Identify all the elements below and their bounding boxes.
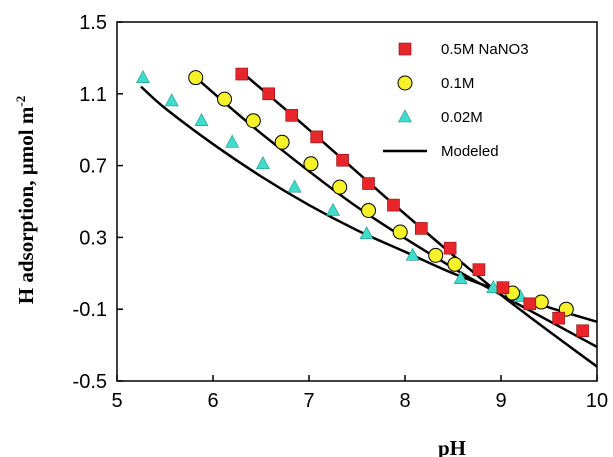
- legend-marker: [397, 109, 413, 123]
- data-point-triangle: [405, 247, 420, 261]
- data-point-circle: [447, 256, 463, 272]
- data-point-circle: [332, 179, 348, 195]
- x-axis-title: pH: [438, 436, 466, 457]
- data-point-circle: [274, 134, 290, 150]
- data-point-square: [552, 311, 565, 325]
- data-point-square: [523, 297, 537, 311]
- data-point-square: [262, 87, 275, 101]
- data-point-triangle: [194, 113, 209, 127]
- data-point-triangle: [164, 93, 179, 107]
- legend-marker: [397, 75, 413, 91]
- data-point-triangle: [287, 179, 302, 193]
- x-tick-label: 6: [207, 390, 218, 412]
- data-point-circle: [217, 91, 233, 107]
- data-point-square: [362, 177, 375, 190]
- data-point-square: [472, 263, 486, 277]
- data-point-circle: [188, 70, 204, 86]
- data-point-circle: [392, 224, 408, 240]
- legend-label: Modeled: [441, 143, 499, 160]
- legend-label: 0.1M: [441, 75, 474, 92]
- data-point-circle: [303, 156, 319, 172]
- data-point-triangle: [486, 280, 501, 293]
- y-tick-label: 1.5: [79, 12, 107, 34]
- legend-label: 0.02M: [441, 109, 483, 126]
- x-tick-label: 7: [303, 390, 314, 412]
- data-point-triangle: [225, 134, 240, 148]
- data-point-triangle: [359, 226, 374, 240]
- x-tick-label: 8: [399, 390, 410, 412]
- data-point-square: [576, 324, 589, 338]
- y-tick-label: 1.1: [79, 84, 107, 106]
- data-point-triangle: [255, 156, 270, 170]
- data-point-triangle: [135, 70, 150, 83]
- data-point-triangle: [325, 202, 341, 216]
- data-point-square: [336, 153, 349, 167]
- legend-marker: [398, 42, 412, 56]
- y-tick-label: -0.5: [73, 371, 107, 393]
- y-tick-label: 0.3: [79, 227, 107, 249]
- plot-frame: [116, 21, 598, 382]
- y-tick-label: -0.1: [73, 299, 107, 321]
- data-point-square: [496, 281, 510, 294]
- data-point-square: [235, 67, 249, 81]
- data-point-circle: [428, 247, 444, 263]
- data-point-circle: [533, 294, 549, 310]
- data-point-square: [285, 109, 299, 122]
- data-point-square: [387, 198, 400, 212]
- y-tick-label: 0.7: [79, 156, 107, 178]
- x-tick-label: 9: [495, 390, 506, 412]
- x-tick-label: 10: [586, 390, 608, 412]
- x-tick-label: 5: [111, 390, 122, 412]
- data-point-square: [443, 241, 457, 255]
- data-point-square: [415, 222, 428, 235]
- legend: 0.5M NaNO3 0.1M 0.02M Modeled: [383, 41, 529, 160]
- model-curves: [140, 71, 597, 368]
- data-point-circle: [245, 113, 261, 129]
- legend-label: 0.5M NaNO3: [441, 41, 529, 58]
- data-point-circle: [361, 202, 377, 218]
- data-point-triangle: [453, 271, 468, 284]
- y-axis-title: H adsorption, µmol m-2: [13, 96, 38, 304]
- data-point-square: [310, 130, 323, 144]
